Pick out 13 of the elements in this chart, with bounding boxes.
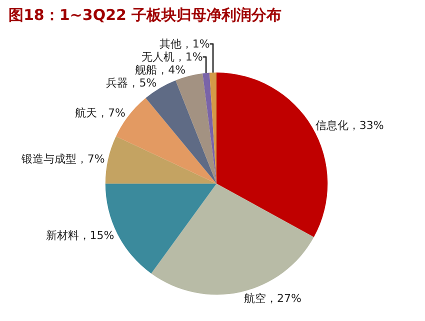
slice-label: 无人机，1% — [141, 50, 203, 64]
slice-label: 信息化，33% — [315, 118, 384, 132]
slice-label: 其他，1% — [159, 37, 210, 50]
pie-slice — [105, 136, 216, 184]
pie-slice — [176, 73, 216, 184]
slice-label: 锻造与成型，7% — [20, 152, 105, 166]
slice-label: 舰船，4% — [135, 63, 186, 76]
chart-title: 图18：1~3Q22 子板块归母净利润分布 — [8, 6, 282, 24]
pie-slice — [202, 72, 216, 184]
slice-label: 兵器，5% — [106, 76, 157, 90]
slice-label: 航空，27% — [244, 292, 302, 305]
slice-label: 航天，7% — [75, 106, 126, 120]
slice-label: 新材料，15% — [46, 228, 114, 242]
